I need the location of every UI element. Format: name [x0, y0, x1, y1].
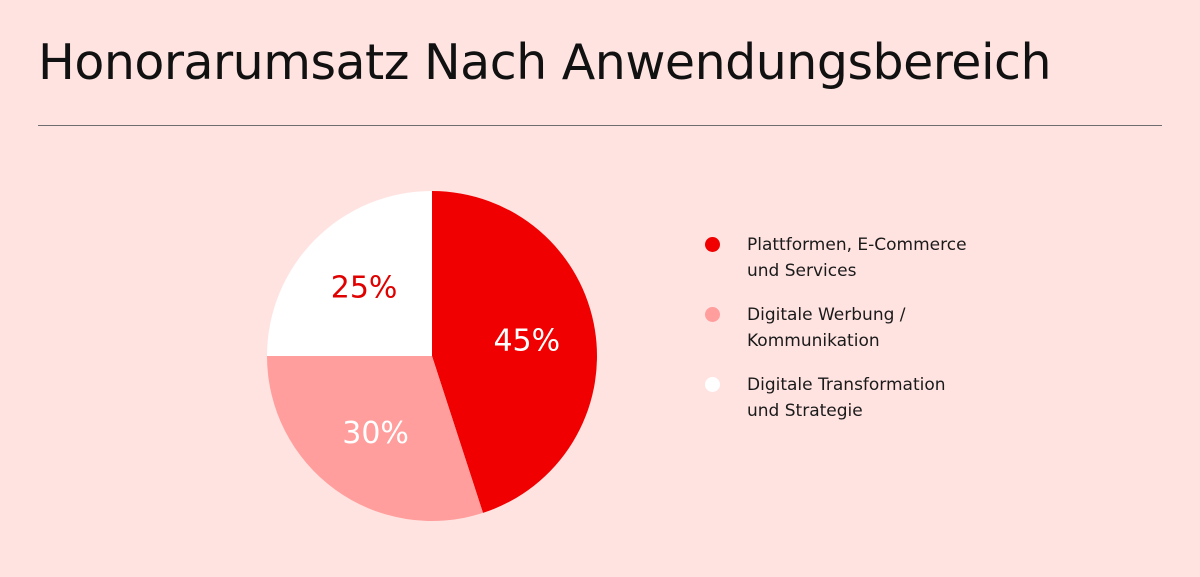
legend-label: Plattformen, E-Commerce und Services: [747, 232, 1047, 284]
legend-item-1: Plattformen, E-Commerce und Services: [703, 232, 1063, 302]
legend-label-line: Digitale Transformation: [747, 375, 946, 395]
pie-slice-1: [432, 191, 597, 513]
legend-label-line: Digitale Werbung /: [747, 305, 906, 325]
legend-label-line: und Services: [747, 261, 857, 281]
slice-label-2: 30%: [342, 416, 409, 451]
legend-item-2: Digitale Werbung / Kommunikation: [703, 302, 1063, 372]
pie-slice-2: [267, 356, 483, 521]
legend-dot-icon: [705, 377, 720, 392]
legend-label: Digitale Werbung / Kommunikation: [747, 302, 1047, 354]
legend-label-line: Plattformen, E-Commerce: [747, 235, 967, 255]
legend-label-line: und Strategie: [747, 401, 863, 421]
slice-label-1: 45%: [493, 324, 560, 359]
legend-label: Digitale Transformation und Strategie: [747, 372, 1047, 424]
legend-label-line: Kommunikation: [747, 331, 880, 351]
title-divider: [38, 125, 1162, 126]
slice-label-3: 25%: [331, 271, 398, 306]
chart-legend: Plattformen, E-Commerce und Services Digit…: [703, 232, 1063, 442]
pie-slice-3: [267, 191, 432, 356]
legend-dot-icon: [705, 307, 720, 322]
chart-title: Honorarumsatz Nach Anwendungsbereich: [38, 34, 1052, 91]
legend-item-3: Digitale Transformation und Strategie: [703, 372, 1063, 442]
pie-chart: 45% 30% 25%: [267, 191, 597, 521]
legend-dot-icon: [705, 237, 720, 252]
